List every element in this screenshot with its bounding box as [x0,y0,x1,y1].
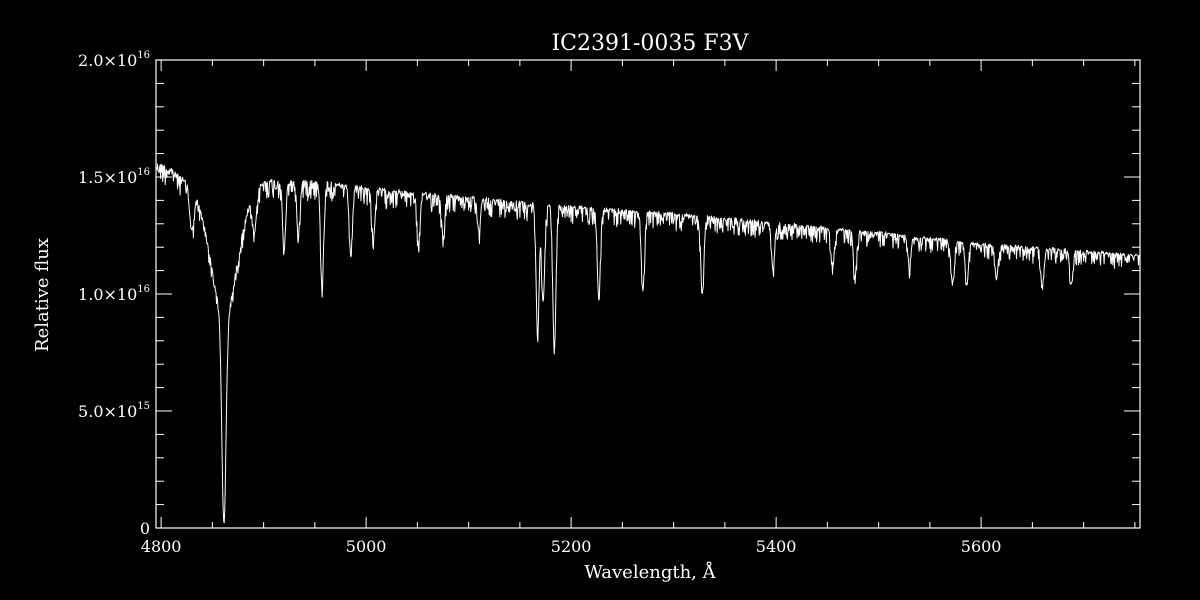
y-tick-label: 2.0×1016 [78,50,150,70]
x-tick-label: 5000 [346,537,387,556]
y-axis-label: Relative flux [32,238,53,352]
x-tick-label: 5600 [961,537,1002,556]
x-tick-label: 4800 [141,537,182,556]
y-tick-label: 1.0×1016 [78,284,150,304]
y-tick-label: 1.5×1016 [78,167,150,187]
chart-title: IC2391-0035 F3V [551,31,749,56]
y-tick-label: 0 [140,519,150,538]
x-tick-label: 5400 [756,537,797,556]
spectrum-line [155,163,1141,524]
x-axis-label: Wavelength, Å [584,561,716,583]
axis-tick-labels: 4800 5000 5200 5400 5600 0 5.0×1015 1.0×1016 1.5… [78,50,1001,556]
y-tick-label: 5.0×1015 [78,401,150,421]
axis-ticks [156,59,1140,529]
plot-frame [155,59,1141,529]
x-tick-label: 5200 [551,537,592,556]
